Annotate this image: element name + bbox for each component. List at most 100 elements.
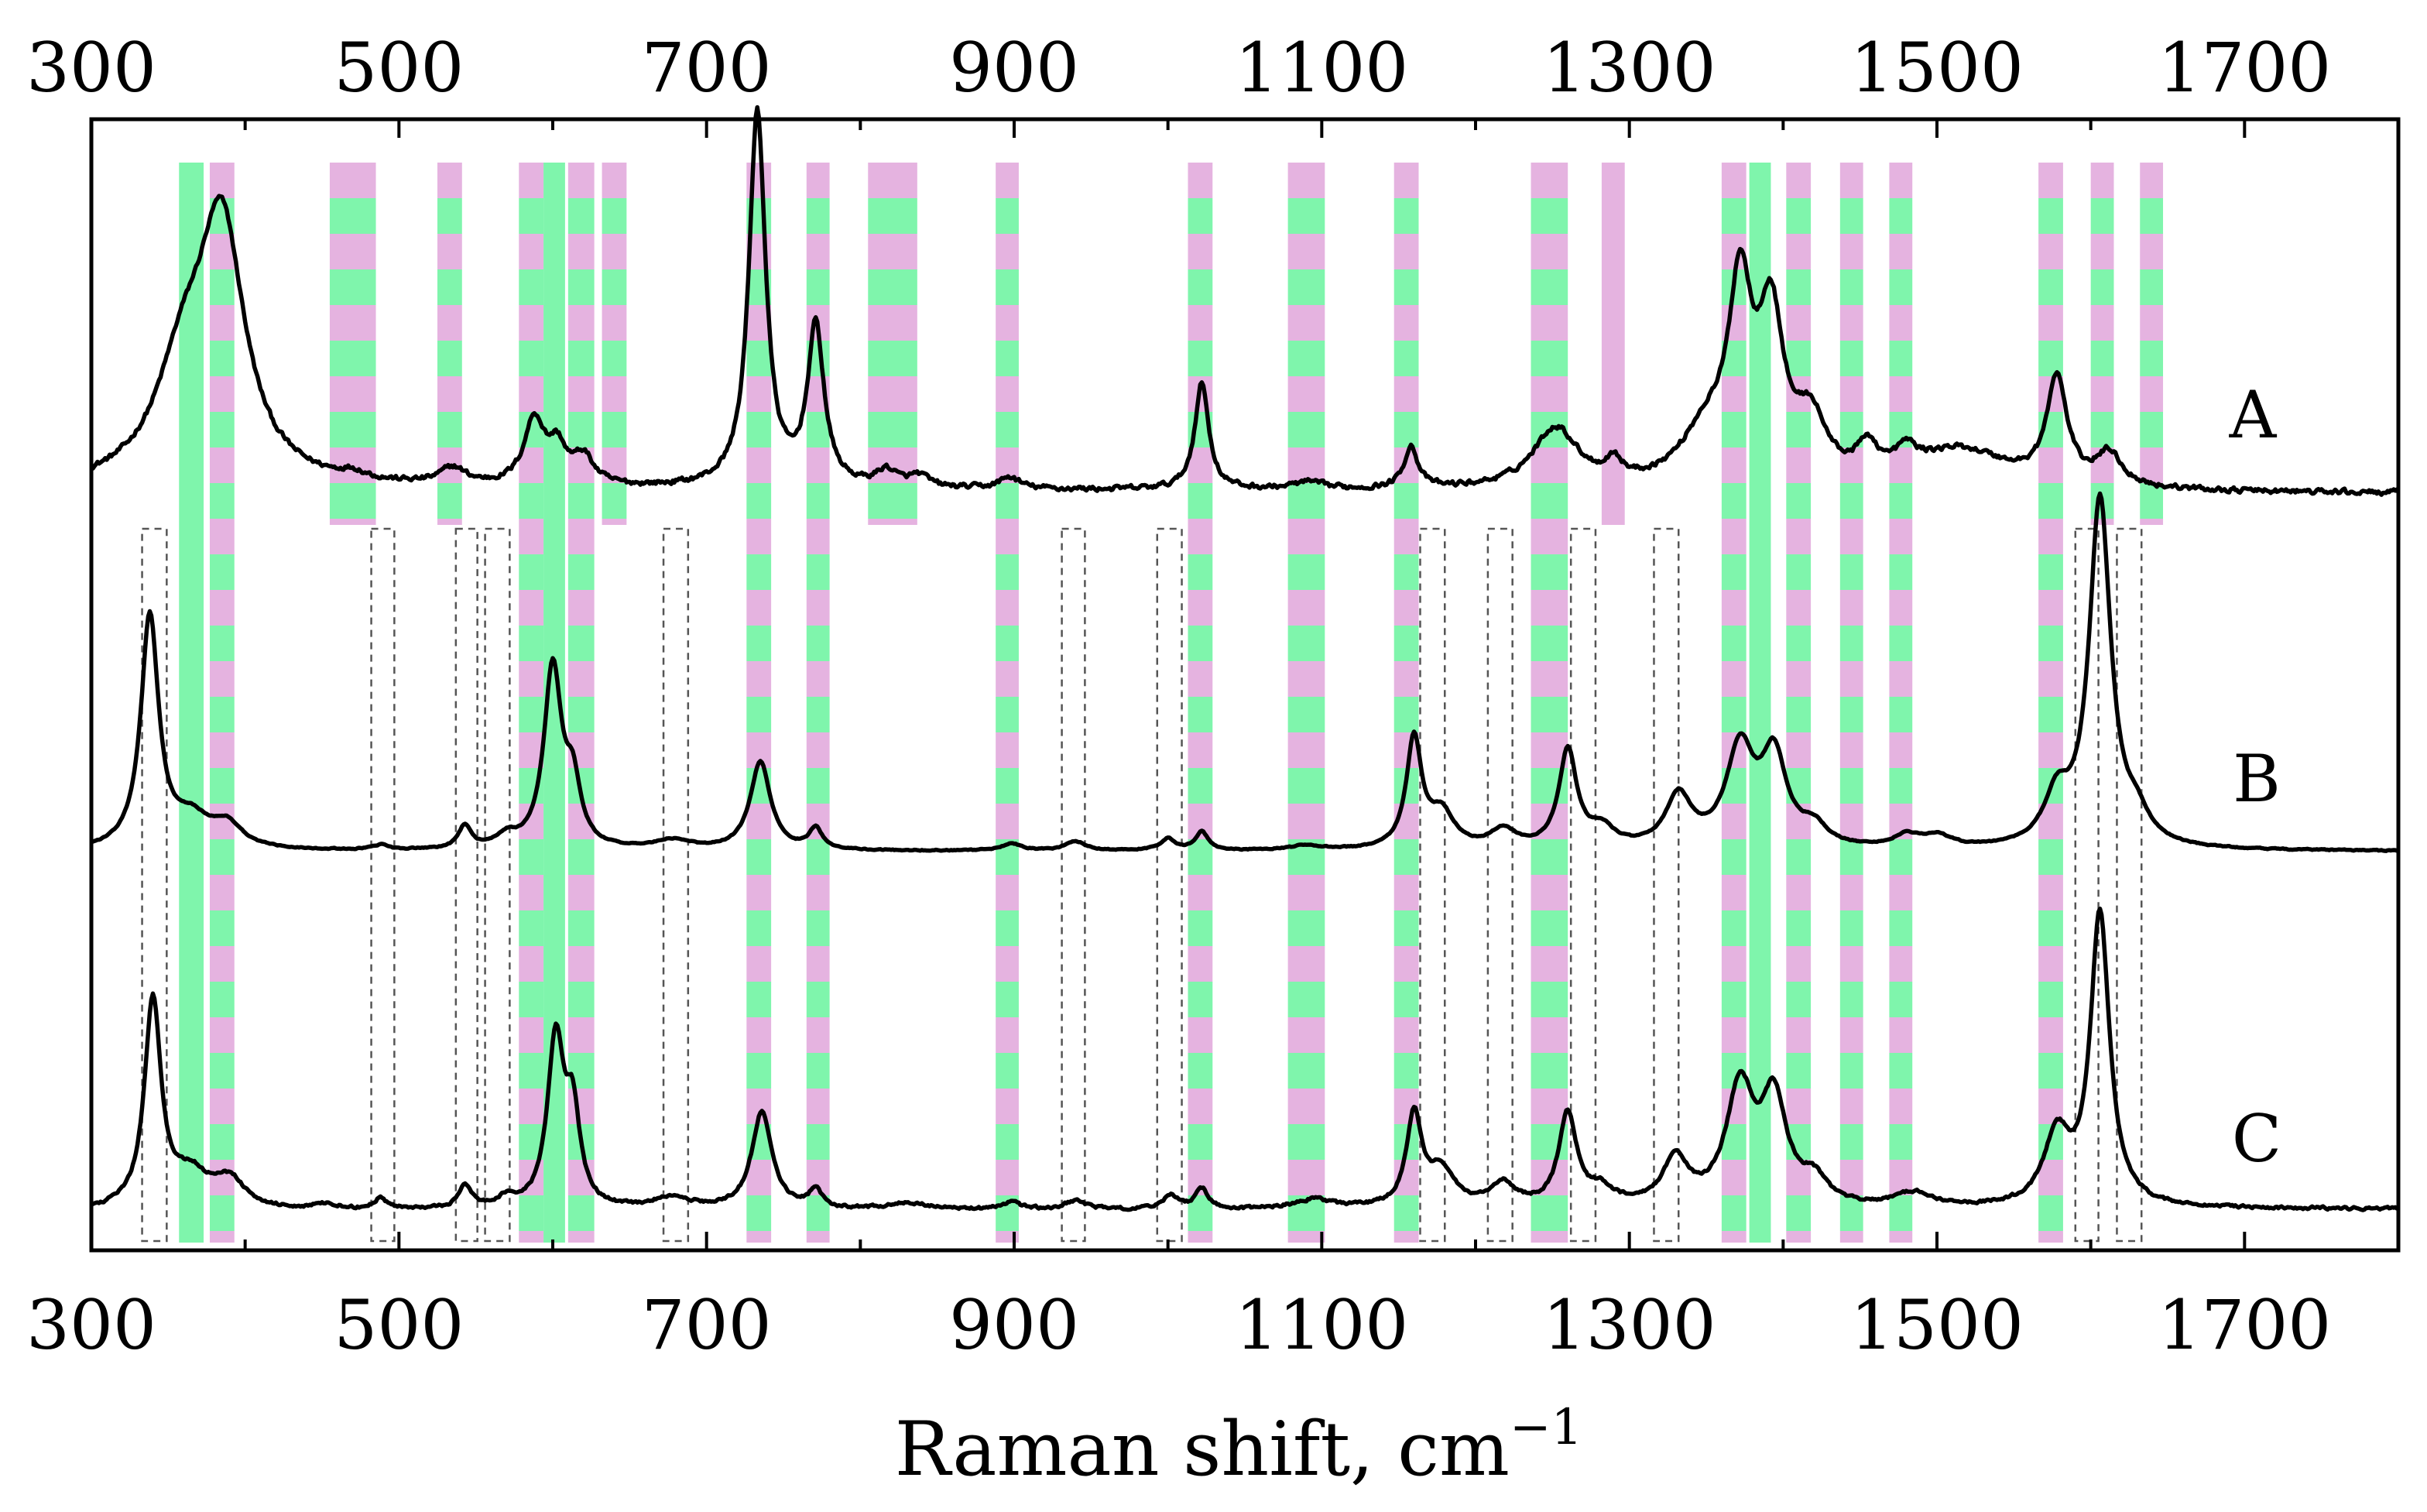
top-tick-label-1300: 1300 [1543,28,1716,108]
band-578-594 [519,163,544,1243]
band-455-485 [329,163,376,525]
band-stripe [437,483,462,519]
band-stripe [746,1053,772,1089]
spectrum-line-A [91,105,2401,497]
band-stripe [209,269,235,305]
band-stripe [996,554,1019,590]
band-stripe [1188,1017,1213,1053]
band-525-541 [437,163,462,525]
band-stripe [2038,732,2063,768]
band-stripe [209,519,235,554]
band-stripe [567,269,595,305]
dashed-box-537-551 [454,527,478,1243]
band-stripe [1839,1017,1863,1053]
band-stripe [209,982,235,1017]
dashed-box-672-688 [662,527,690,1243]
band-stripe [209,305,235,341]
top-axis-tick-labels: 300 500 700 900 1100 1300 1500 1700 [26,28,2331,108]
band-stripe [996,519,1019,554]
band-stripe [567,875,595,910]
band-stripe [1786,269,1812,305]
band-stripe [1889,661,1913,697]
series-label-B: B [2233,741,2281,817]
band-stripe [567,305,595,341]
band-stripe [1721,946,1747,982]
band-stripe [996,910,1019,946]
top-tick-label-300: 300 [26,28,156,108]
band-stripe [1393,376,1419,412]
band-stripe [1839,483,1863,519]
band-stripe [1287,804,1325,839]
band-stripe [1188,590,1213,626]
dashed-box-1590-1605 [2074,527,2100,1243]
band-stripe [1721,910,1747,946]
band-stripe [209,554,235,590]
band-stripe [602,269,627,305]
band-stripe [519,1231,544,1243]
band-stripe [1393,590,1419,626]
band-765-780 [806,163,830,1243]
band-stripe [996,626,1019,661]
band-stripe [519,946,544,982]
band-stripe [2090,341,2114,376]
series-label-A: A [2229,377,2278,453]
band-stripe [868,376,917,412]
band-stripe [806,163,830,198]
band-stripe [1839,341,1863,376]
band-stripe [1531,163,1568,198]
band-stripe [996,946,1019,982]
band-stripe [329,305,376,341]
band-stripe [1889,198,1913,234]
band-stripe [1889,1195,1913,1231]
band-stripe [1393,1017,1419,1053]
band-stripe [2038,519,2063,554]
bottom-tick-label-1500: 1500 [1850,1285,2024,1365]
band-stripe [1839,910,1863,946]
band-stripe [996,412,1019,447]
band-stripe [746,447,772,483]
band-stripe [746,910,772,946]
band-stripe [746,590,772,626]
band-stripe [1393,1195,1419,1231]
band-stripe [1393,697,1419,732]
band-fill [1601,163,1625,525]
band-stripe [2038,697,2063,732]
spectra-lines [90,105,2401,1212]
band-stripe [1188,163,1213,198]
band-stripe [1531,626,1568,661]
band-stripe [2038,1053,2063,1089]
band-stripe [602,519,627,525]
band-stripe [567,697,595,732]
band-stripe [1889,234,1913,269]
band-stripe [996,376,1019,412]
band-stripe [329,198,376,234]
band-357-373 [179,163,204,1243]
band-stripe [1287,768,1325,804]
band-stripe [1287,946,1325,982]
band-stripe [996,697,1019,732]
band-1600-1615 [2090,163,2114,525]
band-stripe [1393,839,1419,875]
band-stripe [1889,519,1913,554]
band-stripe [519,554,544,590]
band-stripe [209,697,235,732]
band-stripe [746,626,772,661]
band-stripe [806,1231,830,1243]
band-stripe [996,1053,1019,1089]
band-stripe [567,1231,595,1243]
band-stripe [567,1017,595,1053]
band-stripe [996,768,1019,804]
band-632-648 [602,163,627,525]
band-stripe [1786,519,1812,554]
band-stripe [2090,376,2114,412]
band-stripe [806,1089,830,1124]
band-stripe [1188,1124,1213,1160]
band-stripe [1188,554,1213,590]
band-stripe [1721,839,1747,875]
band-stripe [1721,1195,1747,1231]
band-stripe [1531,590,1568,626]
band-stripe [1531,305,1568,341]
band-stripe [806,1017,830,1053]
axis-ticks [90,119,2400,1250]
